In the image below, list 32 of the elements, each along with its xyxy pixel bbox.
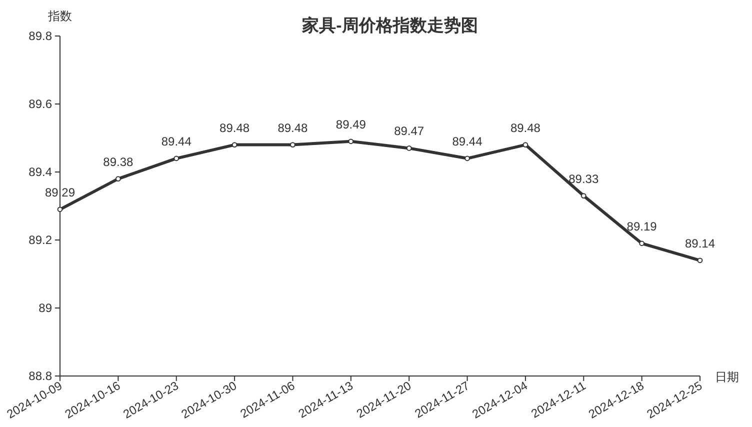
point xyxy=(290,142,296,148)
y-tick-label: 89.4 xyxy=(28,165,52,179)
data-label: 89.14 xyxy=(684,236,716,250)
y-tick-label: 89.6 xyxy=(28,97,52,111)
point xyxy=(174,156,180,162)
data-label: 89.47 xyxy=(394,124,424,138)
data-label: 89.49 xyxy=(336,117,366,132)
point xyxy=(639,240,645,246)
y-tick-label: 89 xyxy=(38,301,52,315)
y-axis-title: 指数 xyxy=(47,9,72,23)
chart-title: 家具-周价格指数走势图 xyxy=(301,16,478,35)
y-tick-label: 88.8 xyxy=(28,369,52,383)
data-label: 89.38 xyxy=(103,154,134,169)
y-tick-label: 89.8 xyxy=(28,29,52,43)
data-label: 89.44 xyxy=(161,134,192,148)
point xyxy=(464,156,470,162)
point xyxy=(232,142,238,148)
data-label: 89.44 xyxy=(452,134,483,148)
data-label: 89.48 xyxy=(510,120,541,135)
point xyxy=(580,193,586,198)
data-label: 89.48 xyxy=(278,120,308,135)
data-label: 89.33 xyxy=(568,172,599,186)
point xyxy=(115,176,121,182)
point xyxy=(406,146,412,151)
point xyxy=(522,142,528,148)
data-label: 89.19 xyxy=(626,219,658,234)
x-axis-title: 日期 xyxy=(715,370,739,384)
y-tick-label: 89.2 xyxy=(28,233,52,247)
data-label: 89.48 xyxy=(220,120,250,135)
point xyxy=(697,258,703,264)
point xyxy=(57,206,63,212)
point xyxy=(348,138,354,144)
